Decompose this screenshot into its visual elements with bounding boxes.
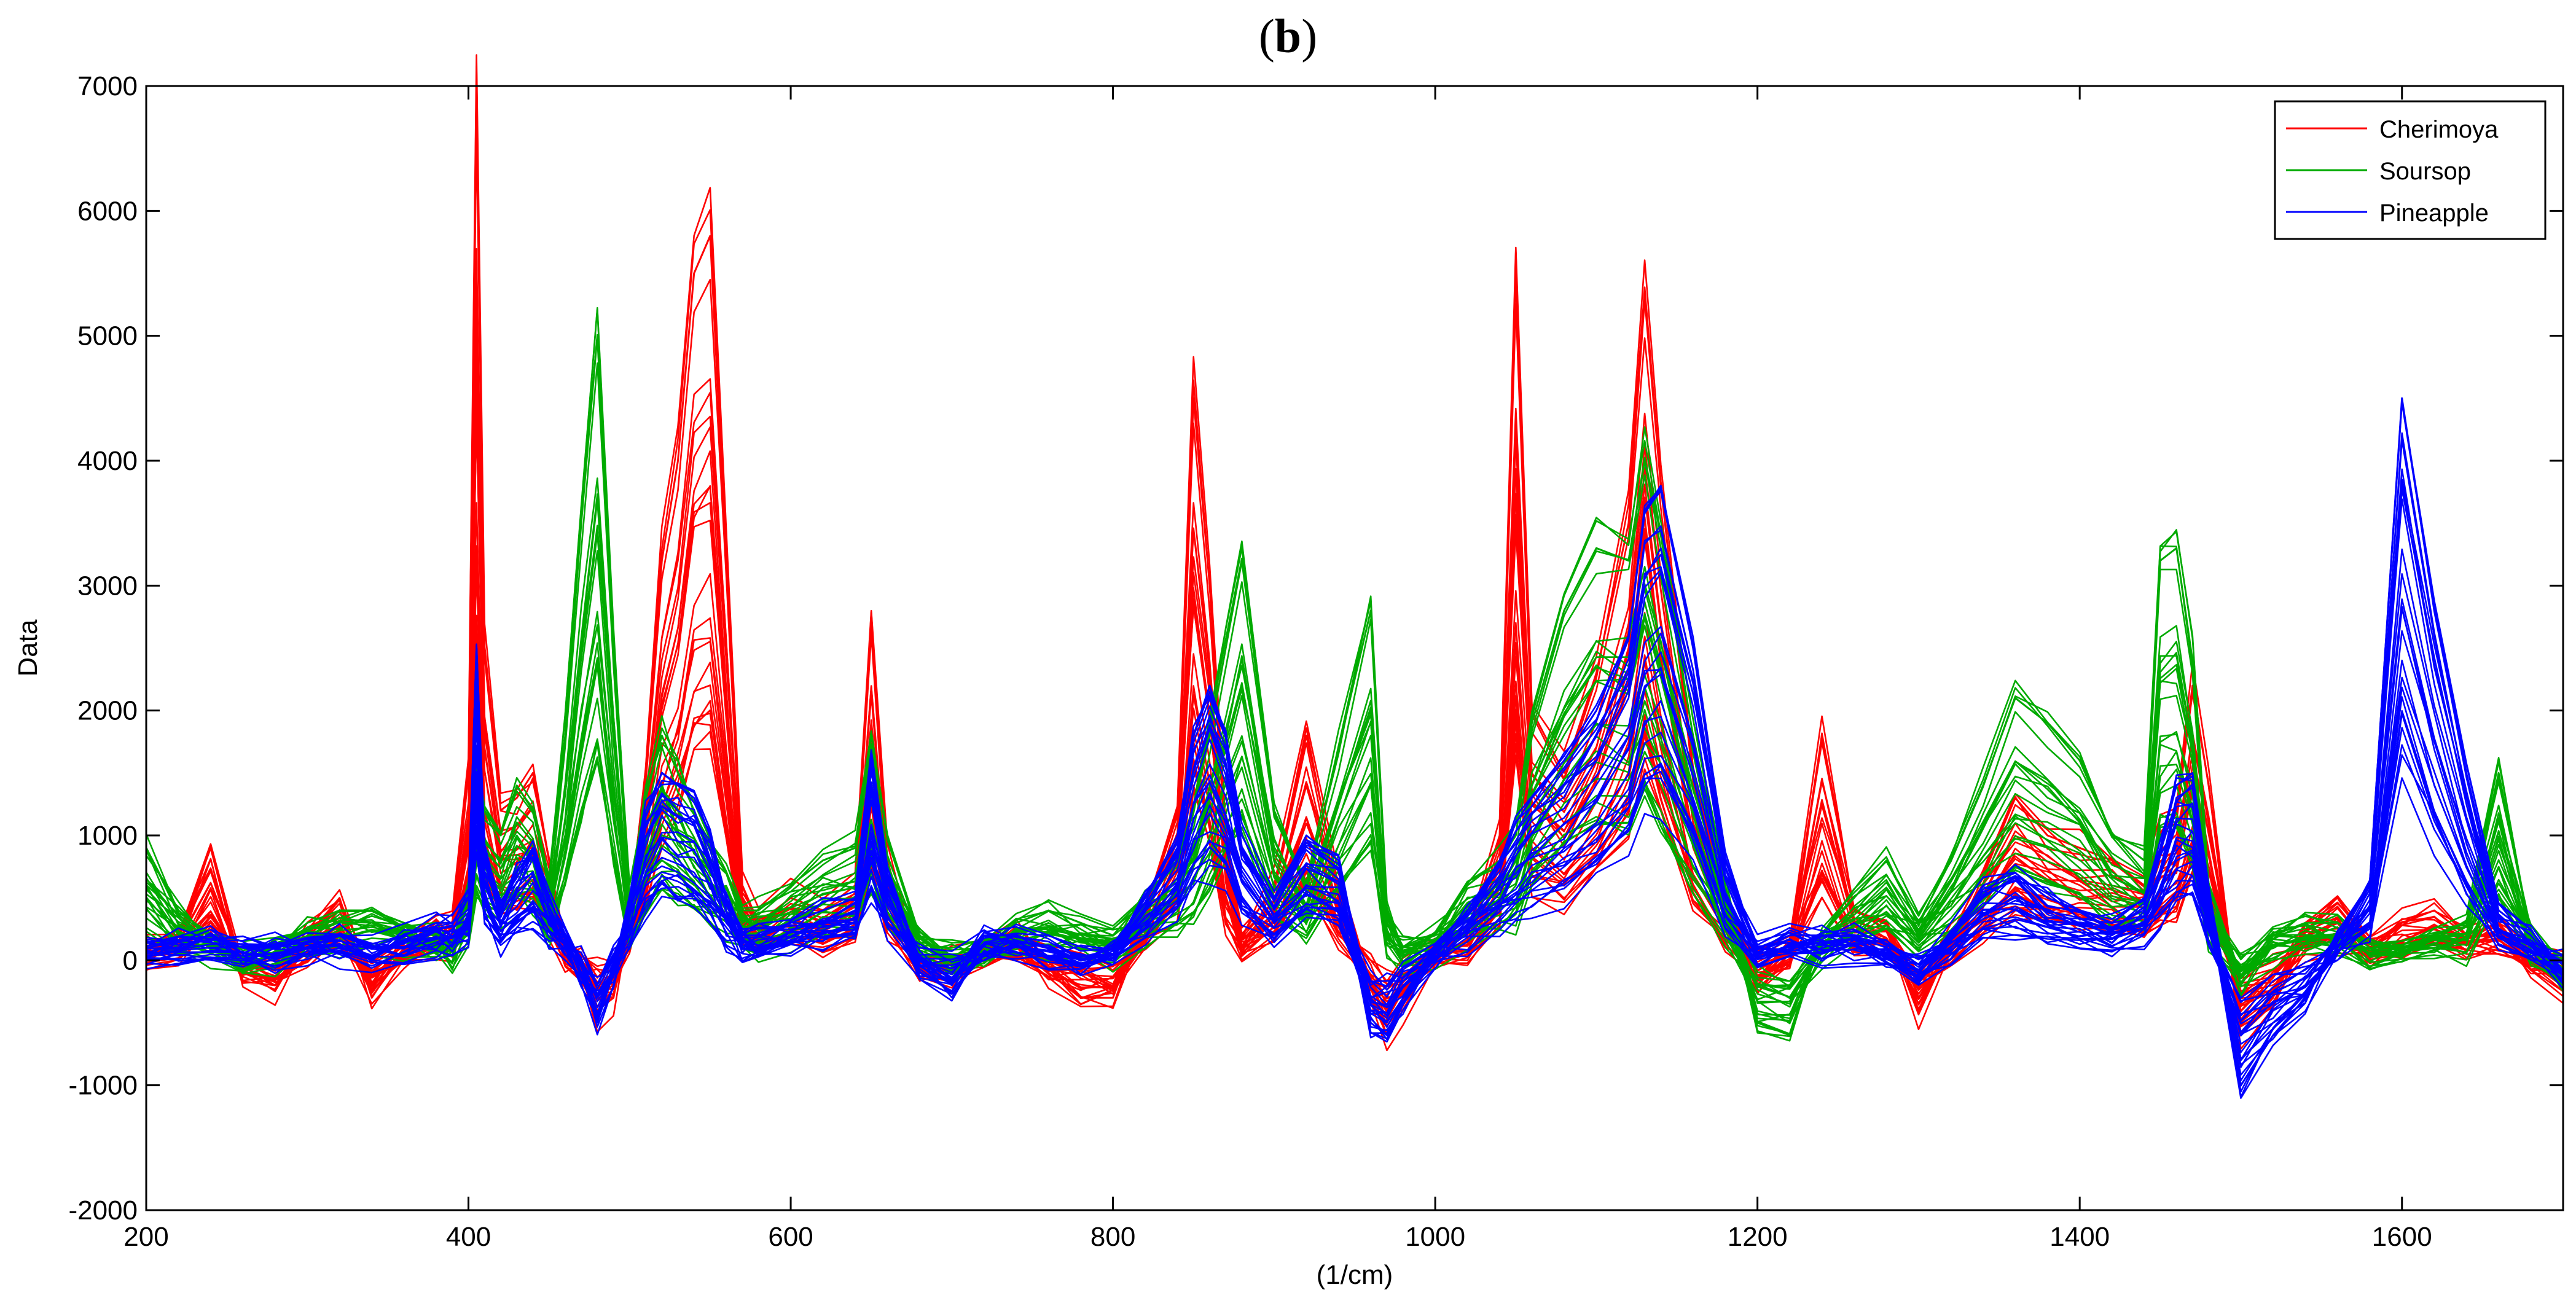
legend-label-cherimoya: Cherimoya: [2379, 116, 2499, 143]
x-tick-label: 1200: [1728, 1222, 1788, 1252]
y-tick-label: -1000: [68, 1071, 138, 1101]
series-layer: [145, 54, 2564, 1210]
y-tick-label: -2000: [68, 1195, 138, 1226]
x-tick-label: 600: [768, 1222, 813, 1252]
spectrum-line: [146, 630, 2564, 1036]
spectrum-line: [146, 727, 2564, 1022]
panel-label-close-paren: ): [1301, 9, 1318, 63]
panel-label: (b): [0, 9, 2576, 64]
plot-area: [146, 86, 2563, 1210]
y-tick-label: 6000: [77, 196, 138, 226]
legend: Cherimoya Soursop Pineapple: [2274, 100, 2547, 240]
spectrum-line: [146, 439, 2564, 1076]
spectrum-line: [146, 713, 2564, 1036]
x-tick-label: 400: [446, 1222, 491, 1252]
spectrum-line: [146, 498, 2564, 1082]
legend-label-soursop: Soursop: [2379, 158, 2471, 185]
spectrum-envelope-line: [145, 335, 2564, 1036]
spectrum-line: [145, 307, 2564, 1034]
y-tick-label: 7000: [77, 71, 138, 101]
panel-label-letter: b: [1274, 9, 1302, 63]
y-tick-label: 2000: [77, 696, 138, 726]
y-axis-label: Data: [13, 619, 43, 676]
spectrum-line: [145, 362, 2564, 1035]
x-tick-label: 200: [123, 1222, 168, 1252]
x-tick-label: 1000: [1405, 1222, 1465, 1252]
spectrum-line: [145, 477, 2564, 1025]
legend-label-pineapple: Pineapple: [2379, 200, 2489, 227]
spectrum-envelope-line: [146, 397, 2564, 1087]
panel-label-open-paren: (: [1258, 9, 1275, 63]
y-tick-label: 1000: [77, 821, 138, 851]
axes-layer: 200 400 600 800 1000 1200 1400 1600 -2000 -1000 0 1…: [13, 71, 2564, 1290]
y-tick-label: 0: [123, 945, 138, 975]
y-tick-label: 4000: [77, 446, 138, 476]
x-axis-label: (1/cm): [1317, 1260, 1393, 1290]
y-tick-label: 3000: [77, 571, 138, 601]
spectrum-line: [146, 397, 2564, 1093]
y-tick-label: 5000: [77, 321, 138, 351]
series-pineapple: [146, 397, 2564, 1099]
spectrum-line: [145, 334, 2564, 1042]
x-tick-label: 1400: [2049, 1222, 2110, 1252]
x-tick-label: 800: [1090, 1222, 1135, 1252]
plot-frame: [145, 85, 2564, 1211]
spectrum-line: [146, 468, 2564, 1066]
x-tick-label: 1600: [2372, 1222, 2432, 1252]
